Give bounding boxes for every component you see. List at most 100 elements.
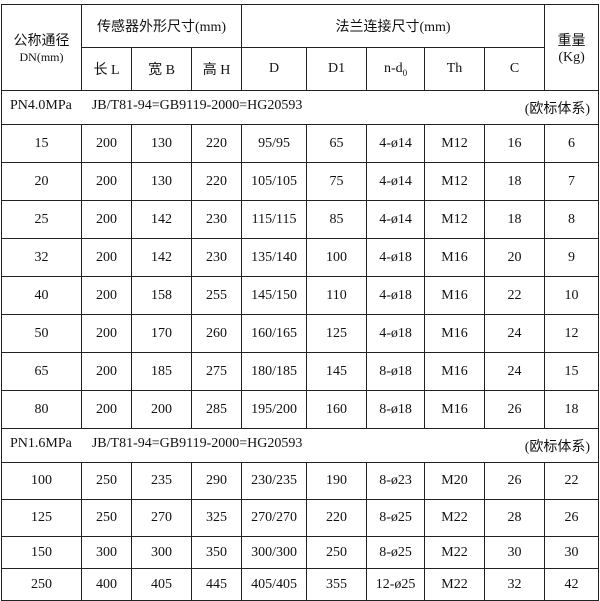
table-cell: 200: [81, 200, 132, 239]
table-cell: 200: [81, 276, 132, 315]
table-cell: M16: [424, 352, 486, 391]
table-row: 25 200 142 230 115/115 85 4-ø14 M12 18 8: [1, 200, 600, 239]
table-cell: 8-ø18: [366, 352, 426, 391]
table-cell: 125: [306, 314, 368, 353]
col-d: D: [241, 47, 308, 91]
table-cell: 405: [131, 568, 192, 601]
table-cell: 24: [484, 314, 546, 353]
system-label: (欧标体系): [524, 439, 591, 455]
table-cell: 200: [81, 124, 132, 163]
table-cell: M16: [424, 238, 486, 277]
table-cell: 200: [81, 390, 132, 429]
table-row: 125 250 270 325 270/270 220 8-ø25 M22 28 26: [1, 499, 600, 537]
table-cell: 20: [484, 238, 546, 277]
col-b: 宽 B: [131, 47, 192, 91]
dn-header: 公称通径 DN(mm): [1, 4, 82, 91]
table-cell: M12: [424, 200, 486, 239]
col-l: 长 L: [81, 47, 132, 91]
table-cell: 15: [1, 124, 82, 163]
table-cell: 4-ø18: [366, 314, 426, 353]
table-cell: 32: [1, 238, 82, 277]
table-cell: 445: [190, 568, 243, 601]
table-cell: 135/140: [241, 238, 308, 277]
standard-label: JB/T81-94=GB9119-2000=HG20593: [91, 435, 303, 451]
table-cell: 350: [190, 536, 243, 569]
table-cell: 22: [484, 276, 546, 315]
table-cell: M22: [424, 499, 486, 537]
table-cell: 32: [484, 568, 546, 601]
table-cell: 220: [306, 499, 368, 537]
table-cell: M12: [424, 124, 486, 163]
table-cell: 110: [306, 276, 368, 315]
table-cell: 80: [1, 390, 82, 429]
table-cell: 8-ø18: [366, 390, 426, 429]
table-cell: 7: [544, 162, 600, 201]
table-cell: 200: [81, 352, 132, 391]
system-label: (欧标体系): [524, 101, 591, 117]
table-cell: 145/150: [241, 276, 308, 315]
table-cell: 300/300: [241, 536, 308, 569]
table-cell: 400: [81, 568, 132, 601]
table-row: 50 200 170 260 160/165 125 4-ø18 M16 24 12: [1, 314, 600, 353]
table-cell: 105/105: [241, 162, 308, 201]
table-cell: 250: [81, 462, 132, 500]
table-cell: 8-ø23: [366, 462, 426, 500]
table-cell: 12-ø25: [366, 568, 426, 601]
table-cell: 26: [484, 462, 546, 500]
table-cell: M22: [424, 536, 486, 569]
table-cell: 30: [544, 536, 600, 569]
table-cell: 230: [190, 238, 243, 277]
table-cell: 158: [131, 276, 192, 315]
table-row: 15 200 130 220 95/95 65 4-ø14 M12 16 6: [1, 124, 600, 163]
table-cell: 250: [81, 499, 132, 537]
table-cell: 12: [544, 314, 600, 353]
table-cell: M16: [424, 314, 486, 353]
table-cell: 145: [306, 352, 368, 391]
standard-label: JB/T81-94=GB9119-2000=HG20593: [91, 97, 303, 113]
table-row: 150 300 300 350 300/300 250 8-ø25 M22 30 30: [1, 536, 600, 569]
table-cell: 26: [544, 499, 600, 537]
pressure-label: PN4.0MPa: [10, 97, 72, 113]
table-cell: 25: [1, 200, 82, 239]
table-cell: 24: [484, 352, 546, 391]
table-cell: 250: [1, 568, 82, 601]
table-cell: 8: [544, 200, 600, 239]
table-cell: 8-ø25: [366, 499, 426, 537]
table-cell: M12: [424, 162, 486, 201]
section-row: PN1.6MPa JB/T81-94=GB9119-2000=HG20593 (欧标…: [0, 428, 600, 463]
table-cell: 150: [1, 536, 82, 569]
table-cell: 142: [131, 238, 192, 277]
table-cell: 8-ø25: [366, 536, 426, 569]
table-cell: 130: [131, 162, 192, 201]
table-cell: 185: [131, 352, 192, 391]
table-cell: 4-ø18: [366, 238, 426, 277]
table-row: 80 200 200 285 195/200 160 8-ø18 M16 26 18: [1, 390, 600, 429]
table-row: 100 250 235 290 230/235 190 8-ø23 M20 26 22: [1, 462, 600, 500]
table-cell: 28: [484, 499, 546, 537]
table-row: 32 200 142 230 135/140 100 4-ø18 M16 20 9: [1, 238, 600, 277]
table-cell: 95/95: [241, 124, 308, 163]
section-row: PN4.0MPa JB/T81-94=GB9119-2000=HG20593 (欧标…: [0, 90, 600, 125]
table-cell: 255: [190, 276, 243, 315]
table-cell: 230/235: [241, 462, 308, 500]
table-cell: 200: [81, 314, 132, 353]
table-cell: 4-ø18: [366, 276, 426, 315]
table-cell: 26: [484, 390, 546, 429]
table-cell: 300: [131, 536, 192, 569]
table-cell: 16: [484, 124, 546, 163]
table-cell: 142: [131, 200, 192, 239]
table-cell: 75: [306, 162, 368, 201]
table-cell: 65: [1, 352, 82, 391]
table-cell: M16: [424, 276, 486, 315]
subheader-row: 长 L 宽 B 高 H D D1 n-d0 Th C: [2, 47, 599, 91]
table-cell: 4-ø14: [366, 124, 426, 163]
table-cell: 4-ø14: [366, 162, 426, 201]
table-cell: 260: [190, 314, 243, 353]
section-header: PN4.0MPa JB/T81-94=GB9119-2000=HG20593 (欧标…: [0, 90, 600, 125]
pressure-label: PN1.6MPa: [10, 435, 72, 451]
table-cell: 160: [306, 390, 368, 429]
col-nd: n-d0: [366, 47, 426, 91]
col-th: Th: [424, 47, 486, 91]
table-cell: 355: [306, 568, 368, 601]
section-header: PN1.6MPa JB/T81-94=GB9119-2000=HG20593 (欧标…: [0, 428, 600, 463]
